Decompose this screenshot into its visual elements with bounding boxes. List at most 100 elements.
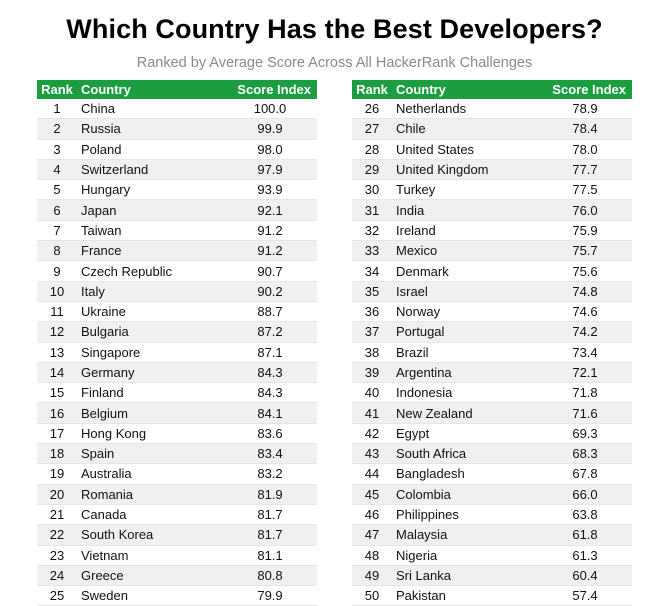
country-cell: Netherlands [392, 99, 538, 120]
table-row: 29 United Kingdom 77.7 [352, 159, 632, 181]
rank-cell: 43 [352, 443, 392, 465]
rank-cell: 10 [37, 281, 77, 302]
score-cell: 84.1 [223, 402, 317, 424]
rank-cell: 11 [37, 301, 77, 323]
rank-cell: 6 [37, 199, 77, 221]
score-cell: 78.9 [538, 99, 632, 120]
rank-cell: 35 [352, 281, 392, 302]
score-cell: 91.2 [223, 240, 317, 262]
country-cell: Australia [77, 463, 223, 485]
rank-cell: 40 [352, 382, 392, 404]
country-cell: China [77, 99, 223, 120]
table-row: 28 United States 78.0 [352, 139, 632, 160]
table-row: 41 New Zealand 71.6 [352, 402, 632, 424]
score-cell: 61.8 [538, 524, 632, 546]
country-cell: Mexico [392, 240, 538, 262]
table-row: 3 Poland 98.0 [37, 139, 317, 160]
table-row: 38 Brazil 73.4 [352, 342, 632, 363]
score-cell: 83.2 [223, 463, 317, 485]
score-cell: 74.6 [538, 301, 632, 323]
rank-cell: 33 [352, 240, 392, 262]
country-cell: Nigeria [392, 545, 538, 566]
header-country: Country [77, 80, 223, 99]
country-cell: Canada [77, 504, 223, 526]
rank-cell: 38 [352, 342, 392, 363]
ranking-table-left: Rank Country Score Index 1 China 100.0 2 Rus… [37, 80, 317, 606]
table-row: 14 Germany 84.3 [37, 362, 317, 384]
country-cell: Argentina [392, 362, 538, 384]
rank-cell: 37 [352, 321, 392, 343]
country-cell: New Zealand [392, 402, 538, 424]
table-row: 31 India 76.0 [352, 199, 632, 221]
score-cell: 66.0 [538, 484, 632, 505]
country-cell: Japan [77, 199, 223, 221]
rank-cell: 1 [37, 99, 77, 120]
score-cell: 74.8 [538, 281, 632, 302]
score-cell: 83.4 [223, 443, 317, 465]
table-row: 1 China 100.0 [37, 99, 317, 120]
country-cell: Germany [77, 362, 223, 384]
table-row: 13 Singapore 87.1 [37, 342, 317, 363]
country-cell: Spain [77, 443, 223, 465]
table-row: 44 Bangladesh 67.8 [352, 463, 632, 485]
country-cell: Norway [392, 301, 538, 323]
table-body-left: 1 China 100.0 2 Russia 99.9 3 Poland 98.0 4 Switze… [37, 99, 317, 606]
table-row: 23 Vietnam 81.1 [37, 545, 317, 566]
country-cell: Hong Kong [77, 423, 223, 445]
header-score-index: Score Index [538, 80, 632, 99]
table-row: 11 Ukraine 88.7 [37, 301, 317, 323]
score-cell: 83.6 [223, 423, 317, 445]
rank-cell: 12 [37, 321, 77, 343]
table-row: 32 Ireland 75.9 [352, 220, 632, 242]
score-cell: 81.7 [223, 524, 317, 546]
table-row: 7 Taiwan 91.2 [37, 220, 317, 242]
country-cell: Hungary [77, 179, 223, 201]
country-cell: Portugal [392, 321, 538, 343]
rank-cell: 5 [37, 179, 77, 201]
header-rank: Rank [37, 80, 77, 99]
rank-cell: 36 [352, 301, 392, 323]
header-country: Country [392, 80, 538, 99]
country-cell: Turkey [392, 179, 538, 201]
country-cell: Chile [392, 118, 538, 140]
table-row: 9 Czech Republic 90.7 [37, 260, 317, 282]
table-row: 24 Greece 80.8 [37, 565, 317, 587]
rank-cell: 30 [352, 179, 392, 201]
rank-cell: 48 [352, 545, 392, 566]
table-row: 30 Turkey 77.5 [352, 179, 632, 201]
table-row: 12 Bulgaria 87.2 [37, 321, 317, 343]
country-cell: Czech Republic [77, 260, 223, 282]
table-row: 18 Spain 83.4 [37, 443, 317, 465]
score-cell: 81.9 [223, 484, 317, 505]
score-cell: 74.2 [538, 321, 632, 343]
table-row: 47 Malaysia 61.8 [352, 524, 632, 546]
score-cell: 84.3 [223, 382, 317, 404]
rank-cell: 21 [37, 504, 77, 526]
score-cell: 90.2 [223, 281, 317, 302]
table-row: 19 Australia 83.2 [37, 463, 317, 485]
country-cell: Poland [77, 139, 223, 160]
score-cell: 99.9 [223, 118, 317, 140]
score-cell: 76.0 [538, 199, 632, 221]
table-row: 45 Colombia 66.0 [352, 484, 632, 505]
rank-cell: 46 [352, 504, 392, 526]
table-row: 48 Nigeria 61.3 [352, 545, 632, 566]
header-score-index: Score Index [223, 80, 317, 99]
table-header-row: Rank Country Score Index [352, 80, 632, 99]
score-cell: 63.8 [538, 504, 632, 526]
table-row: 2 Russia 99.9 [37, 118, 317, 140]
rank-cell: 31 [352, 199, 392, 221]
score-cell: 68.3 [538, 443, 632, 465]
country-cell: Ukraine [77, 301, 223, 323]
score-cell: 88.7 [223, 301, 317, 323]
country-cell: Switzerland [77, 159, 223, 181]
rank-cell: 20 [37, 484, 77, 505]
score-cell: 87.2 [223, 321, 317, 343]
country-cell: Vietnam [77, 545, 223, 566]
page-subtitle: Ranked by Average Score Across All Hacke… [136, 55, 533, 71]
country-cell: Bangladesh [392, 463, 538, 485]
rank-cell: 14 [37, 362, 77, 384]
table-row: 49 Sri Lanka 60.4 [352, 565, 632, 587]
country-cell: Ireland [392, 220, 538, 242]
country-cell: Philippines [392, 504, 538, 526]
